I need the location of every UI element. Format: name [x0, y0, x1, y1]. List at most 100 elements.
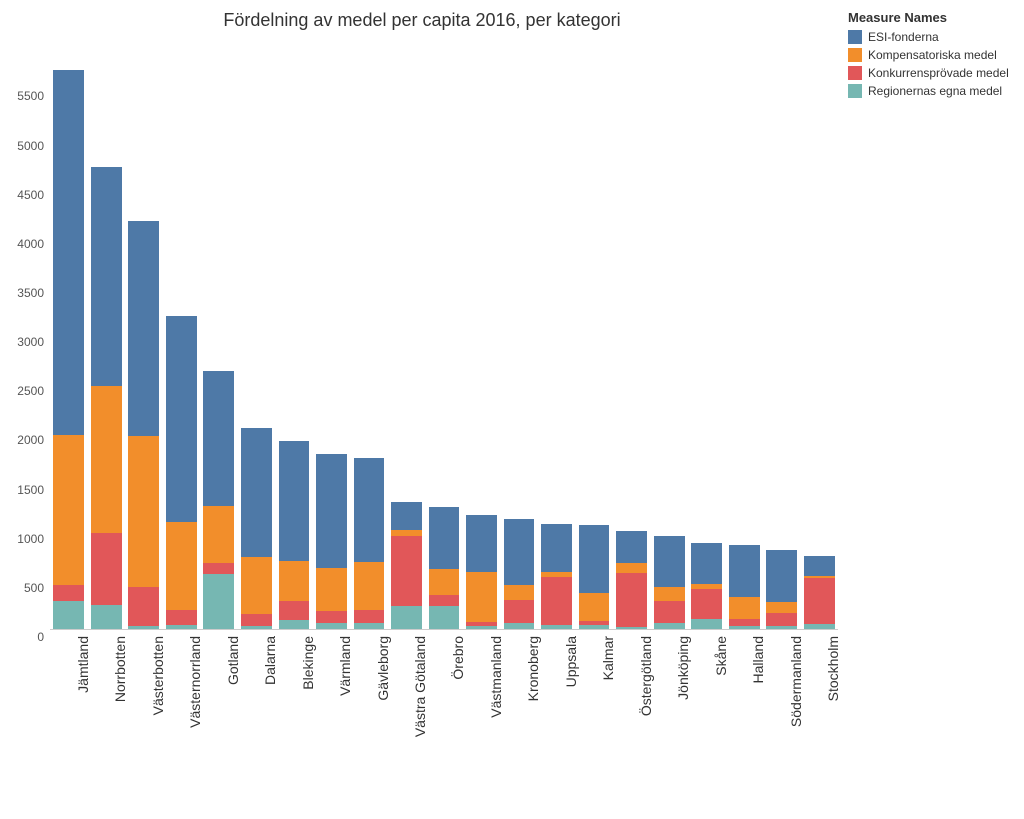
x-tick-label: Skåne — [713, 636, 729, 676]
bar-segment-kompensatoriska — [53, 435, 84, 584]
x-tick-label: Stockholm — [825, 636, 841, 701]
bar-segment-kompensatoriska — [804, 576, 835, 578]
x-tick-label: Örebro — [450, 636, 466, 680]
bar-segment-kompensatoriska — [691, 584, 722, 589]
legend-label: Kompensatoriska medel — [868, 47, 997, 63]
bar-segment-konkurrensprovade — [429, 595, 460, 607]
x-tick-label: Blekinge — [300, 636, 316, 690]
x-tick-label: Västra Götaland — [412, 636, 428, 737]
bar-segment-regionernas_egna — [53, 601, 84, 629]
legend-label: Konkurrensprövade medel — [868, 65, 1009, 81]
bar-segment-regionernas_egna — [316, 623, 347, 629]
bar-segment-konkurrensprovade — [128, 587, 159, 626]
x-tick-label: Norrbotten — [112, 636, 128, 702]
bar-segment-konkurrensprovade — [804, 578, 835, 624]
plot-area — [50, 60, 838, 630]
bar-segment-kompensatoriska — [541, 572, 572, 577]
bar-segment-esi — [804, 556, 835, 576]
bar-segment-regionernas_egna — [504, 623, 535, 629]
bar-segment-kompensatoriska — [203, 506, 234, 563]
x-tick-label: Uppsala — [563, 636, 579, 687]
bar-segment-regionernas_egna — [691, 619, 722, 629]
bar-segment-esi — [53, 70, 84, 436]
bar-segment-regionernas_egna — [804, 624, 835, 629]
x-tick-label: Jönköping — [675, 636, 691, 700]
bar-segment-regionernas_egna — [203, 574, 234, 629]
bar-segment-regionernas_egna — [391, 606, 422, 629]
legend-item: ESI-fonderna — [848, 29, 1016, 45]
bar-segment-esi — [166, 316, 197, 522]
bar-segment-esi — [616, 531, 647, 563]
legend-swatch — [848, 48, 862, 62]
x-tick-label: Kalmar — [600, 636, 616, 680]
bar-segment-esi — [466, 515, 497, 572]
bar-segment-kompensatoriska — [654, 587, 685, 601]
legend-title: Measure Names — [848, 10, 1016, 25]
bar-segment-konkurrensprovade — [654, 601, 685, 624]
bar-segment-regionernas_egna — [616, 627, 647, 629]
x-tick-label: Västerbotten — [150, 636, 166, 715]
bar-segment-regionernas_egna — [541, 625, 572, 629]
legend-label: ESI-fonderna — [868, 29, 939, 45]
bar-segment-konkurrensprovade — [354, 610, 385, 623]
x-tick-label: Värmland — [337, 636, 353, 696]
legend-swatch — [848, 30, 862, 44]
bar-segment-kompensatoriska — [616, 563, 647, 573]
bar-segment-kompensatoriska — [729, 597, 760, 620]
bar-segment-regionernas_egna — [128, 626, 159, 629]
bar-segment-kompensatoriska — [391, 530, 422, 536]
bar-segment-kompensatoriska — [504, 585, 535, 600]
x-tick-label: Västernorrland — [187, 636, 203, 728]
bar-segment-regionernas_egna — [166, 625, 197, 629]
bar-segment-esi — [729, 545, 760, 597]
x-tick-label: Västmanland — [488, 636, 504, 718]
x-axis-labels: Jämtland Norrbotten Västerbotten Västernorr… — [50, 636, 838, 816]
bars-layer — [50, 60, 838, 629]
bar-segment-kompensatoriska — [354, 562, 385, 610]
bar-segment-kompensatoriska — [316, 568, 347, 611]
bar-segment-konkurrensprovade — [541, 577, 572, 625]
bar-segment-kompensatoriska — [241, 557, 272, 614]
bar-segment-esi — [541, 524, 572, 572]
legend-label: Regionernas egna medel — [868, 83, 1002, 99]
bar-segment-regionernas_egna — [429, 606, 460, 629]
bar-segment-esi — [91, 167, 122, 386]
bar-segment-esi — [241, 428, 272, 558]
bar-segment-regionernas_egna — [766, 626, 797, 629]
bar-segment-regionernas_egna — [729, 626, 760, 629]
x-tick-label: Kronoberg — [525, 636, 541, 701]
bar-segment-konkurrensprovade — [391, 536, 422, 607]
bar-segment-esi — [391, 502, 422, 530]
bar-segment-esi — [504, 519, 535, 585]
bar-segment-konkurrensprovade — [729, 619, 760, 626]
legend-swatch — [848, 66, 862, 80]
bar-segment-esi — [654, 536, 685, 587]
x-tick-label: Södermanland — [788, 636, 804, 727]
y-axis: 0500100015002000250030003500400045005000… — [0, 60, 48, 630]
bar-segment-regionernas_egna — [91, 605, 122, 629]
x-tick-label: Östergötland — [638, 636, 654, 716]
chart-title: Fördelning av medel per capita 2016, per… — [0, 10, 844, 31]
bar-segment-esi — [128, 221, 159, 436]
bar-segment-regionernas_egna — [354, 623, 385, 629]
x-tick-label: Gävleborg — [375, 636, 391, 701]
bar-segment-kompensatoriska — [279, 561, 310, 600]
bar-segment-kompensatoriska — [91, 386, 122, 532]
bar-segment-regionernas_egna — [466, 626, 497, 629]
bar-segment-konkurrensprovade — [53, 585, 84, 602]
bar-segment-konkurrensprovade — [579, 621, 610, 625]
bar-segment-kompensatoriska — [166, 522, 197, 610]
bar-segment-regionernas_egna — [579, 625, 610, 629]
bar-segment-esi — [316, 454, 347, 568]
bar-segment-kompensatoriska — [766, 602, 797, 613]
bar-segment-kompensatoriska — [466, 572, 497, 622]
x-tick-label: Jämtland — [75, 636, 91, 693]
legend: Measure Names ESI-fonderna Kompensatorisk… — [848, 10, 1016, 101]
bar-segment-esi — [579, 525, 610, 593]
chart-container: Fördelning av medel per capita 2016, per… — [0, 0, 1024, 819]
bar-segment-konkurrensprovade — [166, 610, 197, 625]
bar-segment-konkurrensprovade — [316, 611, 347, 623]
bar-segment-regionernas_egna — [654, 623, 685, 629]
bar-segment-konkurrensprovade — [766, 613, 797, 626]
x-tick-label: Dalarna — [262, 636, 278, 685]
